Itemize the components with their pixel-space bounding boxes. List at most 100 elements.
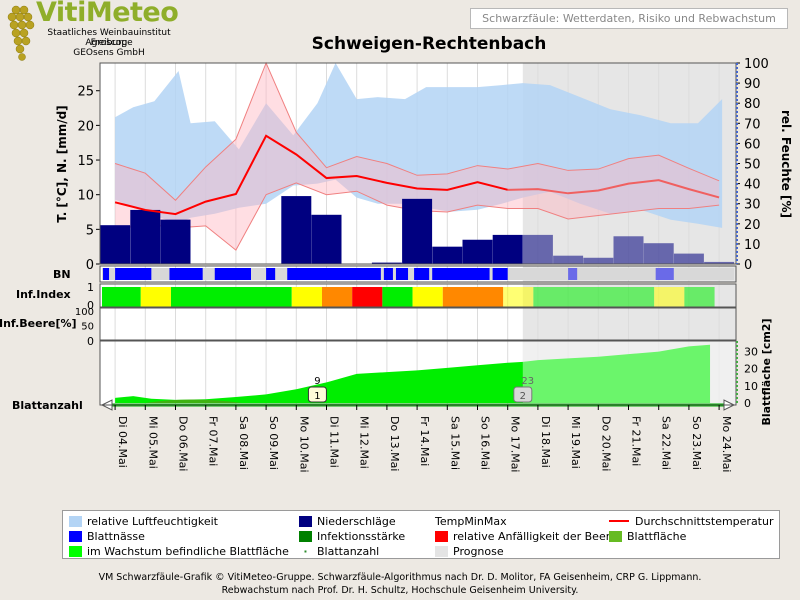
xtick-label: Di 04.Mai bbox=[116, 416, 129, 468]
precip-bar bbox=[522, 234, 553, 264]
bn-label: BN bbox=[53, 268, 71, 281]
logo-title: VitiMeteo bbox=[36, 0, 179, 28]
inf-ytick: 1 bbox=[87, 281, 94, 294]
xtick-label: Di 11.Mai bbox=[328, 416, 341, 468]
legend-leaf-wetness: Blattnässe bbox=[69, 529, 145, 544]
precip-bar bbox=[492, 234, 523, 264]
xtick-label: So 23.Mai bbox=[690, 416, 703, 470]
precip-bar bbox=[402, 198, 433, 264]
mature-leaf-area bbox=[145, 399, 242, 403]
leaf-count-marker-label: 1 bbox=[314, 391, 320, 402]
leaf-ytick: 30 bbox=[744, 346, 758, 359]
legend-tempminmax: TempMinMax bbox=[435, 515, 507, 528]
footer-line-1: VM Schwarzfäule-Grafik © VitiMeteo-Grupp… bbox=[98, 572, 702, 583]
ylabel-right: rel. Feuchte [%] bbox=[779, 110, 793, 218]
ytick-left: 20 bbox=[77, 119, 94, 134]
ytick-right: 60 bbox=[744, 137, 761, 152]
bn-wet-segment bbox=[383, 268, 393, 280]
infection-segment bbox=[170, 287, 292, 307]
xtick-label: So 09.Mai bbox=[267, 416, 280, 470]
infection-segment bbox=[654, 287, 685, 307]
leaf-count-label: 23 bbox=[521, 376, 534, 387]
infection-segment bbox=[321, 287, 353, 307]
xtick-label: Sa 08.Mai bbox=[237, 416, 250, 470]
infection-segment bbox=[102, 287, 141, 307]
berry-ytick: 0 bbox=[87, 335, 94, 348]
bn-wet-segment bbox=[492, 268, 508, 280]
xtick-label: Mi 19.Mai bbox=[569, 416, 582, 469]
leaf-forecast-overlay bbox=[522, 341, 736, 405]
xtick-label: Do 20.Mai bbox=[599, 416, 612, 471]
forecast-bg-berry bbox=[522, 308, 736, 340]
panel-border-bn bbox=[99, 265, 737, 283]
inf-label: Inf.Index bbox=[16, 288, 71, 301]
logo-line-1: Staatliches Weinbauinstitut Freiburg bbox=[47, 28, 171, 48]
precip-bar bbox=[100, 225, 131, 264]
xtick-label: Mo 24.Mai bbox=[720, 416, 733, 473]
berry-ytick: 50 bbox=[81, 322, 94, 333]
xtick-label: Fr 14.Mai bbox=[418, 416, 431, 466]
ytick-right: 90 bbox=[744, 77, 761, 92]
legend: relative Luftfeuchtigkeit Niederschläge … bbox=[62, 510, 780, 559]
xtick-label: Mi 05.Mai bbox=[146, 416, 159, 469]
legend-growing-leaf: im Wachstum befindliche Blattfläche bbox=[69, 544, 289, 559]
temp-max-line bbox=[114, 61, 720, 201]
leaf-count-marker bbox=[307, 386, 327, 403]
infection-segment bbox=[533, 287, 655, 307]
legend-leaf-area: Blattfläche bbox=[609, 529, 686, 544]
temp-minmax-band bbox=[115, 63, 720, 251]
leaf-area-axis-label: Blattfläche [cm2] bbox=[760, 318, 773, 425]
ytick-right: 0 bbox=[744, 258, 752, 273]
ytick-right: 40 bbox=[744, 178, 761, 193]
xtick-label: Sa 22.Mai bbox=[660, 416, 673, 470]
bn-wet-segment bbox=[214, 268, 251, 280]
legend-humidity: relative Luftfeuchtigkeit bbox=[69, 514, 218, 529]
leaf-ytick: 10 bbox=[744, 380, 758, 393]
ytick-left: 15 bbox=[77, 154, 94, 169]
chart-title: Schweigen-Rechtenbach bbox=[311, 34, 547, 54]
legend-avg-temp: Durchschnittstemperatur bbox=[609, 514, 774, 529]
bn-wet-segment bbox=[432, 268, 490, 280]
bn-wet-segment bbox=[169, 268, 203, 280]
infection-segment bbox=[503, 287, 534, 307]
leaf-count-axis-label: Blattanzahl bbox=[12, 399, 83, 412]
infection-segment bbox=[140, 287, 171, 307]
growing-leaf-area bbox=[115, 344, 711, 403]
avg-temp-line bbox=[114, 134, 508, 216]
xtick-label: Do 06.Mai bbox=[177, 416, 190, 471]
bn-wet-segment bbox=[655, 268, 674, 280]
precip-bar bbox=[583, 257, 614, 264]
berry-ytick: 100 bbox=[75, 307, 94, 318]
infection-segment bbox=[382, 287, 413, 307]
infection-segment bbox=[291, 287, 322, 307]
ytick-left: 5 bbox=[86, 223, 94, 238]
xtick-label: Mo 17.Mai bbox=[509, 416, 522, 473]
xtick-label: So 16.Mai bbox=[479, 416, 492, 470]
xtick-label: Sa 15.Mai bbox=[448, 416, 461, 470]
legend-leaf-count: · Blattanzahl bbox=[303, 545, 380, 558]
ylabel-left: T. [°C], N. [mm/d] bbox=[55, 105, 69, 222]
bn-wet-segment bbox=[414, 268, 430, 280]
bn-wet-segment bbox=[287, 268, 381, 280]
infection-segment bbox=[412, 287, 443, 307]
logo-grapes-icon bbox=[7, 5, 35, 61]
xtick-label: Di 18.Mai bbox=[539, 416, 552, 468]
inf-ytick: 0 bbox=[87, 299, 94, 312]
precip-bar bbox=[281, 196, 312, 264]
bn-wet-segment bbox=[568, 268, 578, 280]
bn-wet-segment bbox=[266, 268, 276, 280]
bn-wet-segment bbox=[395, 268, 409, 280]
ytick-right: 50 bbox=[744, 158, 761, 173]
xtick-label: Mo 10.Mai bbox=[297, 416, 310, 473]
avg-temp-forecast-line bbox=[507, 179, 720, 199]
panel-border-berry bbox=[99, 307, 737, 341]
berry-label: Inf.Beere[%] bbox=[0, 317, 77, 330]
precip-bar bbox=[432, 246, 463, 264]
precip-bar bbox=[160, 219, 191, 264]
legend-forecast: Prognose bbox=[435, 544, 504, 559]
panel-border-inf bbox=[99, 283, 737, 308]
ytick-right: 100 bbox=[744, 57, 769, 72]
precip-bar bbox=[311, 214, 342, 264]
leaf-ytick: 0 bbox=[744, 397, 751, 410]
precip-bar bbox=[643, 243, 674, 264]
